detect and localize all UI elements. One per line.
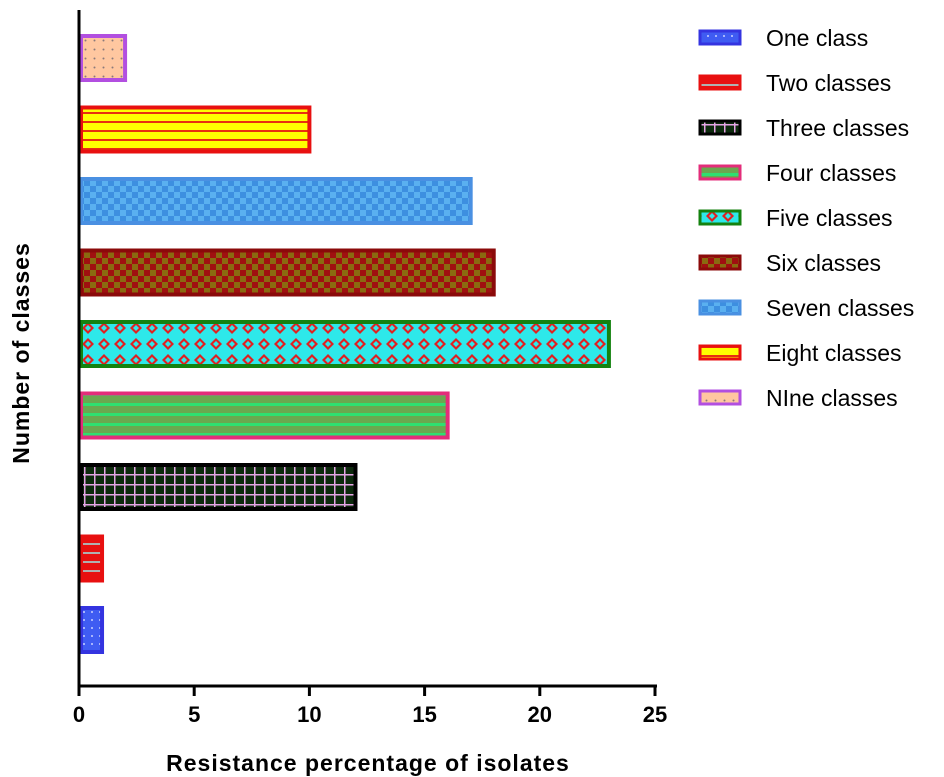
- bar-two-classes: [79, 534, 105, 583]
- legend-label: NIne classes: [766, 385, 898, 411]
- legend-swatch-nine-classes: [698, 389, 742, 406]
- axes: 0 5 10 15 20 25: [73, 10, 667, 727]
- bar-one-class: [79, 606, 105, 654]
- legend: One class Two classes Three classes Four cl…: [698, 25, 914, 411]
- legend-swatch-five-classes: [698, 209, 742, 226]
- bar-four-classes: [79, 391, 450, 440]
- legend-swatch-eight-classes: [698, 344, 742, 361]
- x-ticks: 0 5 10 15 20 25: [73, 686, 667, 727]
- legend-label: Two classes: [766, 70, 891, 96]
- x-tick-label: 15: [412, 702, 436, 727]
- x-axis-title: Resistance percentage of isolates: [166, 750, 570, 776]
- x-tick-label: 10: [297, 702, 321, 727]
- bar-seven-classes: [79, 177, 473, 225]
- legend-swatch-one-class: [698, 29, 742, 46]
- x-tick-label: 25: [643, 702, 667, 727]
- y-axis-title: Number of classes: [8, 242, 34, 464]
- legend-swatch-two-classes: [698, 74, 742, 91]
- legend-label: Eight classes: [766, 340, 902, 366]
- legend-label: Three classes: [766, 115, 909, 141]
- x-tick-label: 0: [73, 702, 85, 727]
- bar-nine-classes: [79, 34, 128, 82]
- legend-swatch-seven-classes: [698, 299, 742, 316]
- legend-label: Five classes: [766, 205, 893, 231]
- x-tick-label: 20: [528, 702, 552, 727]
- bars-group: [79, 34, 611, 654]
- legend-swatch-three-classes: [698, 119, 742, 136]
- bar-five-classes: [79, 320, 611, 368]
- x-tick-label: 5: [188, 702, 200, 727]
- legend-swatch-four-classes: [698, 164, 742, 181]
- legend-swatch-six-classes: [698, 254, 742, 271]
- bar-six-classes: [79, 248, 496, 297]
- bar-eight-classes: [79, 105, 312, 154]
- legend-label: Seven classes: [766, 295, 914, 321]
- bar-three-classes: [79, 463, 358, 511]
- legend-label: Four classes: [766, 160, 896, 186]
- legend-label: Six classes: [766, 250, 881, 276]
- legend-label: One class: [766, 25, 868, 51]
